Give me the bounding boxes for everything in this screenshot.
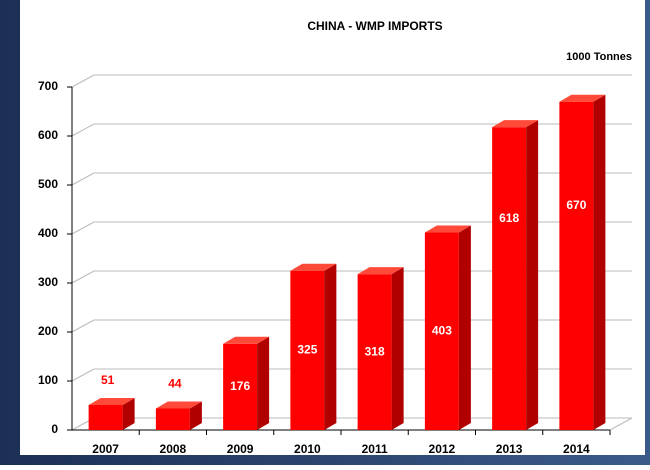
x-tick-label: 2009 xyxy=(227,442,254,456)
bar-top xyxy=(223,336,270,344)
bar xyxy=(357,274,392,430)
bar xyxy=(492,127,527,431)
data-label: 318 xyxy=(365,344,385,358)
y-tick-label: 200 xyxy=(38,324,58,338)
bar-side xyxy=(458,225,471,430)
bar-top xyxy=(492,120,539,128)
grid-line-side xyxy=(71,74,95,88)
x-tick-label: 2011 xyxy=(362,442,388,456)
bar xyxy=(155,408,190,430)
bar-top xyxy=(155,401,202,409)
floor-edge xyxy=(609,417,633,431)
grid-line-side xyxy=(71,319,95,333)
bar-top xyxy=(88,398,135,406)
grid-line-side xyxy=(71,270,95,284)
bar xyxy=(424,232,459,430)
x-tick-label: 2013 xyxy=(496,442,523,456)
y-tick-label: 700 xyxy=(38,79,58,93)
y-tick-label: 0 xyxy=(51,422,58,436)
chart-title: CHINA - WMP IMPORTS xyxy=(307,19,442,33)
bar-side xyxy=(324,263,337,430)
data-label: 176 xyxy=(230,379,250,393)
bar-side xyxy=(593,94,606,430)
y-tick-label: 600 xyxy=(38,128,58,142)
bar-top xyxy=(357,267,404,275)
bar-side xyxy=(257,336,270,430)
bar-side xyxy=(526,120,539,431)
bar-side xyxy=(122,398,135,430)
y-tick-label: 500 xyxy=(38,177,58,191)
grid-line-side xyxy=(71,221,95,235)
bar xyxy=(559,101,594,430)
plot: 0 100 200 300 400 500 600 700 2007 51 2008 44 2009 17… xyxy=(38,74,633,456)
x-tick-label: 2014 xyxy=(563,442,590,456)
unit-label: 1000 Tonnes xyxy=(566,51,632,63)
data-label: 618 xyxy=(499,211,519,225)
bar-top xyxy=(290,263,337,271)
y-tick-label: 100 xyxy=(38,373,58,387)
data-label: 325 xyxy=(297,343,317,357)
bar-side xyxy=(189,401,202,430)
bar-side xyxy=(391,267,404,430)
x-tick-label: 2007 xyxy=(92,442,119,456)
grid-line-side xyxy=(71,172,95,186)
y-tick-label: 300 xyxy=(38,275,58,289)
bar xyxy=(223,343,258,430)
x-tick-label: 2010 xyxy=(294,442,321,456)
data-label: 44 xyxy=(168,377,182,391)
bar-top xyxy=(424,225,471,233)
data-label: 51 xyxy=(101,373,115,387)
data-label: 670 xyxy=(566,198,586,212)
grid-line-side xyxy=(71,368,95,382)
bar xyxy=(290,270,325,430)
bar xyxy=(88,405,123,430)
grid-line-side xyxy=(71,123,95,137)
x-tick-label: 2012 xyxy=(429,442,456,456)
bar-top xyxy=(559,94,606,102)
data-label: 403 xyxy=(432,323,452,337)
y-tick-label: 400 xyxy=(38,226,58,240)
x-tick-label: 2008 xyxy=(160,442,187,456)
